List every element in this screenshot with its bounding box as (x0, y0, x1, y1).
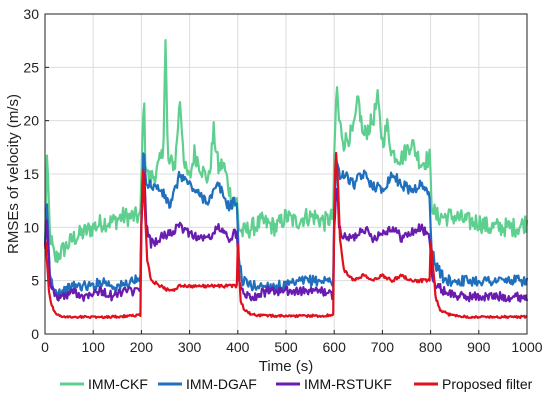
x-tick-label: 200 (130, 339, 154, 355)
x-tick-label: 400 (226, 339, 250, 355)
x-tick-label: 900 (467, 339, 491, 355)
y-tick-label: 25 (23, 59, 39, 75)
legend-label: IMM-RSTUKF (304, 376, 392, 392)
y-tick-label: 20 (23, 113, 39, 129)
legend-label: Proposed filter (442, 376, 533, 392)
x-tick-label: 800 (419, 339, 443, 355)
x-axis-label: Time (s) (259, 358, 313, 375)
y-tick-label: 5 (31, 273, 39, 289)
series-group (43, 38, 529, 320)
x-tick-label: 500 (274, 339, 298, 355)
series-line-imm-rstukf (43, 172, 529, 303)
x-tick-label: 600 (323, 339, 347, 355)
series-line-imm-ckf (43, 38, 529, 264)
x-tick-label: 0 (41, 339, 49, 355)
x-tick-label: 700 (371, 339, 395, 355)
legend-label: IMM-CKF (88, 376, 148, 392)
series-line-proposed-filter (43, 151, 528, 320)
x-tick-label: 300 (178, 339, 202, 355)
plot-frame (44, 13, 528, 335)
series-line-imm-dgaf (43, 152, 529, 298)
legend: IMM-CKF IMM-DGAF IMM-RSTUKF Proposed filter (60, 376, 533, 392)
x-tick-label: 1000 (511, 339, 542, 355)
y-tick-label: 10 (23, 219, 39, 235)
legend-label: IMM-DGAF (186, 376, 257, 392)
x-tick-label: 100 (82, 339, 106, 355)
x-tick-labels: 0 100 200 300 400 500 600 700 800 900 1000 (41, 339, 543, 355)
y-axis-label: RMSEs of velocity (m/s) (5, 94, 22, 254)
y-tick-label: 15 (23, 166, 39, 182)
y-tick-label: 0 (31, 326, 39, 342)
y-tick-label: 30 (23, 6, 39, 22)
y-tick-labels: 0 5 10 15 20 25 30 (23, 6, 39, 342)
